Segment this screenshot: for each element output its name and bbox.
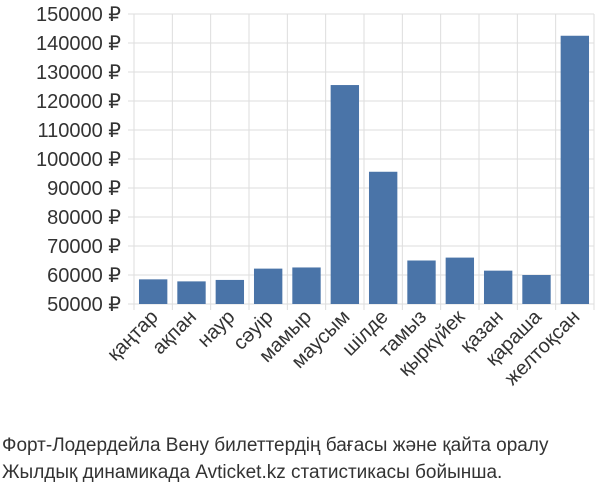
y-tick-label: 110000 ₽ — [37, 120, 121, 142]
x-tick-label: ақпан — [148, 306, 201, 359]
bar-chart: 50000 ₽ 60000 ₽ 70000 ₽ 80000 ₽ 90000 ₽ 10000… — [36, 4, 595, 390]
y-tick-label: 140000 ₽ — [36, 33, 121, 55]
chart-caption: Форт-Лодердейла Вену билеттердің бағасы … — [2, 432, 600, 486]
y-axis-ticks: 50000 ₽ 60000 ₽ 70000 ₽ 80000 ₽ 90000 ₽ 10000… — [36, 4, 121, 316]
y-tick-label: 60000 ₽ — [47, 265, 121, 287]
bar — [138, 279, 168, 304]
bar — [368, 171, 398, 304]
bar — [483, 270, 513, 304]
y-tick-label: 120000 ₽ — [36, 91, 121, 113]
bar — [330, 85, 360, 304]
bar — [253, 268, 283, 304]
y-tick-label: 90000 ₽ — [47, 178, 121, 200]
bars — [138, 35, 590, 304]
grid-lines — [128, 13, 595, 310]
y-tick-label: 70000 ₽ — [47, 236, 121, 258]
bar — [407, 260, 436, 304]
bar — [445, 257, 475, 304]
y-tick-label: 130000 ₽ — [36, 62, 121, 84]
x-tick-label: наур — [194, 306, 240, 352]
bar — [522, 275, 551, 304]
y-tick-label: 100000 ₽ — [36, 149, 121, 171]
x-axis-ticks: қаңтарақпаннаурсәуірмамырмаусымшілдетамы… — [103, 305, 584, 389]
y-tick-label: 80000 ₽ — [47, 207, 121, 229]
bar — [292, 267, 321, 304]
bar — [177, 281, 206, 304]
caption-line-2: Жылдық динамикада Avticket.kz статистика… — [2, 462, 503, 483]
y-tick-label: 150000 ₽ — [36, 4, 121, 26]
bar — [215, 279, 245, 304]
bar — [560, 35, 590, 304]
caption-line-1: Форт-Лодердейла Вену билеттердің бағасы … — [2, 435, 549, 456]
y-tick-label: 50000 ₽ — [47, 294, 121, 316]
